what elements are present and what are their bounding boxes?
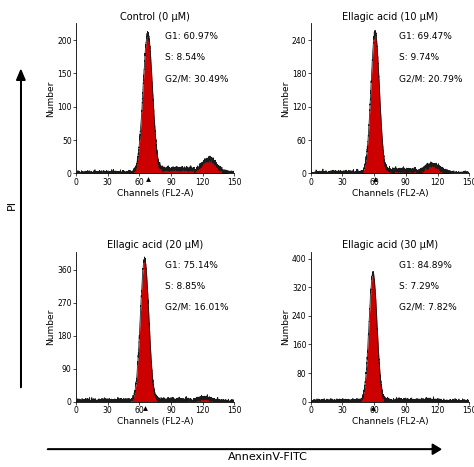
X-axis label: Channels (FL2-A): Channels (FL2-A) xyxy=(117,417,193,426)
Title: Control (0 μM): Control (0 μM) xyxy=(120,12,190,22)
X-axis label: Channels (FL2-A): Channels (FL2-A) xyxy=(352,417,428,426)
Text: G2/M: 7.82%: G2/M: 7.82% xyxy=(400,303,457,311)
Text: G1: 84.89%: G1: 84.89% xyxy=(400,261,452,269)
Title: Ellagic acid (20 μM): Ellagic acid (20 μM) xyxy=(107,240,203,250)
Y-axis label: Number: Number xyxy=(281,80,290,117)
Y-axis label: Number: Number xyxy=(46,308,55,345)
Text: S: 8.85%: S: 8.85% xyxy=(164,282,205,290)
Title: Ellagic acid (30 μM): Ellagic acid (30 μM) xyxy=(342,240,438,250)
Text: PI: PI xyxy=(7,200,17,211)
Title: Ellagic acid (10 μM): Ellagic acid (10 μM) xyxy=(342,12,438,22)
Text: AnnexinV-FITC: AnnexinV-FITC xyxy=(228,452,308,462)
Y-axis label: Number: Number xyxy=(281,308,290,345)
X-axis label: Channels (FL2-A): Channels (FL2-A) xyxy=(117,189,193,198)
Text: G1: 69.47%: G1: 69.47% xyxy=(400,32,452,42)
Text: S: 9.74%: S: 9.74% xyxy=(400,53,439,63)
Text: G2/M: 30.49%: G2/M: 30.49% xyxy=(164,74,228,84)
X-axis label: Channels (FL2-A): Channels (FL2-A) xyxy=(352,189,428,198)
Text: S: 8.54%: S: 8.54% xyxy=(164,53,205,63)
Text: S: 7.29%: S: 7.29% xyxy=(400,282,439,290)
Text: G1: 75.14%: G1: 75.14% xyxy=(164,261,218,269)
Y-axis label: Number: Number xyxy=(46,80,55,117)
Text: G1: 60.97%: G1: 60.97% xyxy=(164,32,218,42)
Text: G2/M: 16.01%: G2/M: 16.01% xyxy=(164,303,228,311)
Text: G2/M: 20.79%: G2/M: 20.79% xyxy=(400,74,463,84)
